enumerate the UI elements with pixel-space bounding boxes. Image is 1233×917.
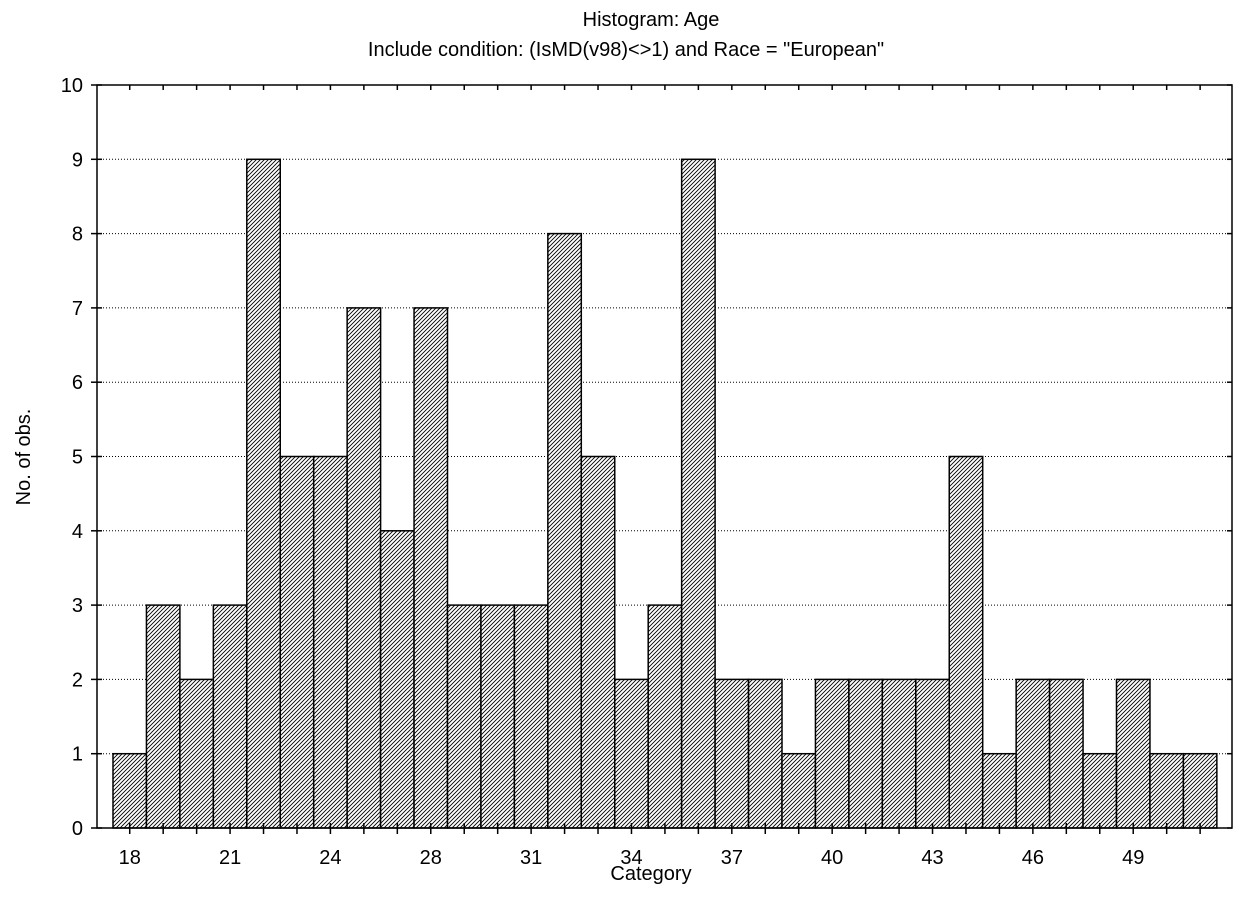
x-tick-label: 46 (1022, 847, 1044, 869)
histogram-bar (480, 604, 516, 829)
histogram-bar (948, 455, 984, 829)
chart-title: Histogram: Age (583, 9, 720, 31)
histogram-bar (112, 752, 148, 829)
histogram-bar (1048, 678, 1084, 829)
x-tick-label: 37 (721, 847, 743, 869)
x-tick-label: 34 (620, 847, 642, 869)
histogram-bar (981, 752, 1017, 829)
y-tick-label: 3 (72, 595, 83, 617)
histogram-bar (848, 678, 884, 829)
histogram-bar (814, 678, 850, 829)
histogram-bar (781, 752, 817, 829)
histogram-bar (714, 678, 750, 829)
chart-subtitle: Include condition: (IsMD(v98)<>1) and Ra… (368, 39, 884, 61)
histogram-bar (346, 307, 382, 829)
y-tick-label: 6 (72, 372, 83, 394)
y-tick-label: 8 (72, 224, 83, 246)
axis-ticks (91, 84, 1232, 834)
y-tick-label: 0 (72, 818, 83, 840)
y-tick-label: 9 (72, 149, 83, 171)
histogram-bar (145, 604, 181, 829)
y-tick-labels: 0 1 2 3 4 5 6 7 8 9 10 (61, 75, 83, 840)
histogram-bar (747, 678, 783, 829)
x-tick-label: 40 (821, 847, 843, 869)
histogram-bar (680, 158, 716, 829)
x-tick-label: 21 (219, 847, 241, 869)
histogram-bar (580, 455, 616, 829)
histogram-bar (1082, 752, 1118, 829)
histogram-bar (379, 530, 415, 829)
bars (112, 158, 1218, 829)
histogram-bar (179, 678, 215, 829)
y-tick-label: 10 (61, 75, 83, 97)
x-tick-label: 24 (319, 847, 341, 869)
x-tick-label: 18 (119, 847, 141, 869)
histogram-bar (212, 604, 248, 829)
histogram-bar (246, 158, 282, 829)
histogram-bar (1149, 752, 1185, 829)
x-tick-labels: 18 21 24 28 31 34 37 40 43 46 49 (119, 847, 1145, 869)
y-tick-label: 4 (72, 521, 83, 543)
y-tick-label: 5 (72, 447, 83, 469)
histogram-bar (413, 307, 449, 829)
y-axis-label: No. of obs. (13, 409, 35, 506)
x-tick-label: 31 (520, 847, 542, 869)
histogram-bar (1115, 678, 1151, 829)
y-tick-label: 2 (72, 669, 83, 691)
y-tick-label: 1 (72, 744, 83, 766)
histogram-bar (547, 232, 583, 829)
y-tick-label: 7 (72, 298, 83, 320)
histogram-bar (312, 455, 348, 829)
histogram-bar (1015, 678, 1051, 829)
histogram-bar (513, 604, 549, 829)
histogram-bar (446, 604, 482, 829)
histogram-bar (279, 455, 315, 829)
histogram-bar (881, 678, 917, 829)
x-axis-label: Category (610, 863, 691, 885)
histogram-bar (647, 604, 683, 829)
x-tick-label: 28 (420, 847, 442, 869)
histogram-bar (614, 678, 649, 829)
x-tick-label: 43 (921, 847, 943, 869)
histogram-bar (1182, 752, 1218, 829)
x-tick-label: 49 (1122, 847, 1144, 869)
histogram-bar (915, 678, 950, 829)
